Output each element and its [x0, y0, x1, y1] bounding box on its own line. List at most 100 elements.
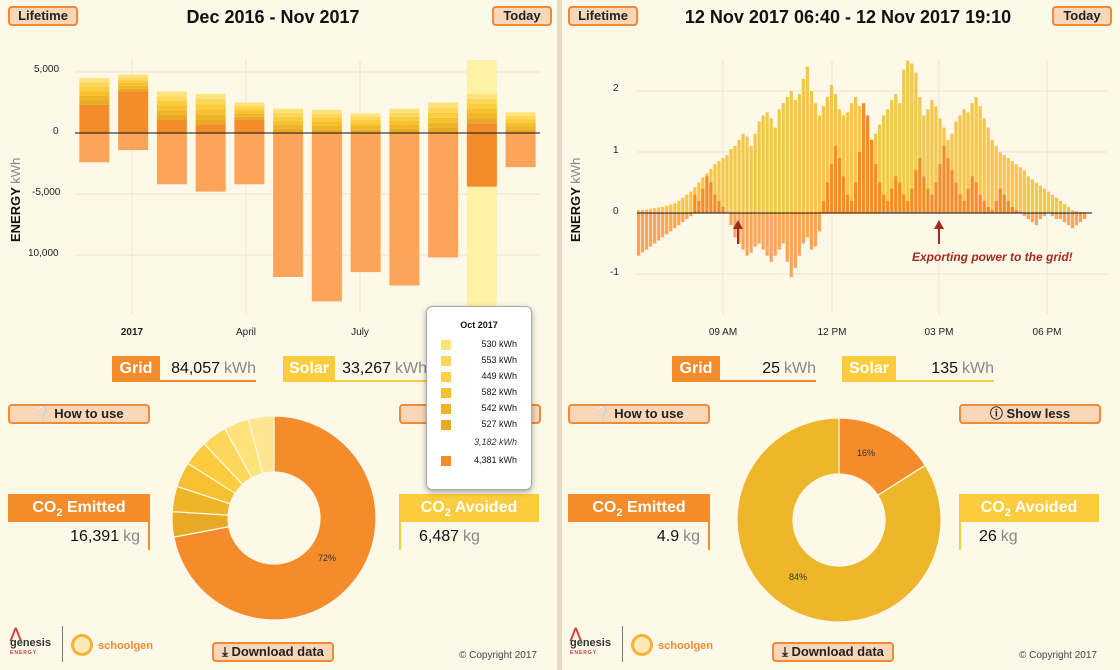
- bar-solar-segment: [311, 121, 342, 126]
- y-tick: 1: [613, 145, 619, 156]
- tooltip-row: 527 kWh: [441, 419, 517, 431]
- genesis-logo-text: genesis: [570, 637, 611, 649]
- bar-grid-export: [809, 213, 813, 250]
- bar-solar: [930, 100, 934, 213]
- bar-solar-segment: [466, 108, 497, 114]
- bar-solar-segment: [234, 111, 265, 114]
- bar-grid-negative: [79, 133, 110, 163]
- bar-grid: [942, 145, 946, 213]
- bar-grid-export: [669, 213, 673, 232]
- bar-grid-positive: [118, 91, 149, 133]
- bar-grid: [1010, 206, 1014, 213]
- bar-solar-segment: [350, 113, 381, 117]
- x-tick: 09 AM: [708, 327, 738, 338]
- tooltip-swatch: [441, 372, 451, 382]
- y-tick: 2: [613, 83, 619, 94]
- bar-grid-export: [757, 213, 761, 244]
- schoolgen-logo: schoolgen: [658, 640, 714, 652]
- bar-grid: [918, 158, 922, 213]
- tooltip-swatch: [441, 456, 451, 466]
- bar-solar: [918, 97, 922, 213]
- bar-solar: [1022, 170, 1026, 213]
- bar-solar: [898, 103, 902, 213]
- bar-solar-segment: [428, 102, 459, 108]
- bar-grid-export: [637, 213, 641, 256]
- bar-grid: [882, 194, 886, 213]
- bar-solar-segment: [389, 108, 420, 113]
- bar-grid: [1018, 211, 1022, 213]
- schoolgen-sun-icon: [631, 634, 653, 656]
- today-button[interactable]: Today: [492, 6, 552, 26]
- co2-avoided-co: CO: [980, 499, 1005, 516]
- bar-solar: [966, 112, 970, 213]
- bar-grid: [1014, 209, 1018, 213]
- lifetime-button[interactable]: Lifetime: [568, 6, 638, 26]
- bar-solar: [769, 118, 773, 213]
- bar-solar: [1030, 179, 1034, 213]
- co2-avoided-number: 6,487: [419, 528, 460, 545]
- bar-grid: [845, 194, 850, 213]
- bar-solar-segment: [156, 114, 187, 120]
- bar-grid: [934, 182, 938, 213]
- today-button[interactable]: Today: [1052, 6, 1112, 26]
- bar-grid-export: [765, 213, 769, 256]
- how-to-use-button[interactable]: ❔ How to use: [8, 404, 150, 424]
- x-tick: July: [351, 327, 369, 338]
- x-tick: 2017: [120, 327, 144, 338]
- bar-solar-segment: [505, 122, 536, 127]
- bar-grid-negative: [466, 133, 497, 187]
- bar-grid-export: [761, 213, 765, 250]
- bar-grid-export: [657, 213, 661, 241]
- bar-grid: [994, 200, 998, 213]
- bar-grid-export: [665, 213, 669, 235]
- bar-solar-segment: [428, 112, 459, 118]
- bar-grid-export: [797, 213, 801, 256]
- bar-solar: [841, 115, 846, 213]
- download-icon: ⤓: [782, 644, 788, 659]
- bar-solar-segment: [389, 128, 420, 133]
- tooltip-row: 542 kWh: [441, 403, 517, 415]
- bar-grid-export: [641, 213, 645, 253]
- bar-solar-segment: [234, 108, 265, 112]
- bar-solar-segment: [389, 124, 420, 129]
- tooltip-row: 553 kWh: [441, 355, 517, 367]
- bar-solar: [821, 106, 826, 213]
- bar-grid: [974, 182, 978, 213]
- bar-solar-segment: [156, 105, 187, 111]
- bar-solar: [1038, 185, 1043, 213]
- download-data-button[interactable]: ⤓ Download data: [212, 642, 334, 662]
- grid-total-value: 84,057 kWh: [160, 356, 256, 382]
- bar-grid: [841, 176, 846, 213]
- co2-emitted-sub: 2: [616, 507, 623, 520]
- bar-solar: [797, 94, 801, 213]
- bar-grid-export: [753, 213, 757, 247]
- donut-percent-grid: 16%: [857, 448, 876, 458]
- co2-avoided-rest: Avoided: [1010, 499, 1078, 516]
- monthly-energy-chart: [75, 60, 540, 314]
- tooltip-swatch: [441, 388, 451, 398]
- bar-grid-export: [649, 213, 653, 247]
- bar-solar-segment: [311, 125, 342, 130]
- bar-solar: [974, 97, 978, 213]
- arrow-up-icon: [733, 220, 743, 229]
- bar-solar-segment: [79, 78, 110, 83]
- bar-solar-segment: [466, 118, 497, 124]
- bar-solar: [745, 136, 749, 213]
- bar-solar-segment: [311, 129, 342, 133]
- bar-solar: [697, 182, 701, 213]
- bar-grid-export: [745, 213, 749, 256]
- bar-solar-segment: [79, 95, 110, 101]
- lifetime-button[interactable]: Lifetime: [8, 6, 78, 26]
- solar-total-number: 33,267: [342, 360, 391, 377]
- bar-solar-segment: [79, 91, 110, 96]
- show-less-button[interactable]: ⓘ Show less: [959, 404, 1101, 424]
- bar-solar: [645, 209, 649, 213]
- bar-grid: [970, 176, 974, 213]
- download-data-button[interactable]: ⤓ Download data: [772, 642, 894, 662]
- bar-solar: [1058, 200, 1063, 213]
- bar-grid-export: [773, 213, 777, 256]
- co2-avoided-title: CO2 Avoided: [399, 494, 539, 522]
- genesis-logo-mark: ⋀: [10, 625, 22, 641]
- how-to-use-button[interactable]: ❔ How to use: [568, 404, 710, 424]
- bar-solar: [689, 191, 693, 213]
